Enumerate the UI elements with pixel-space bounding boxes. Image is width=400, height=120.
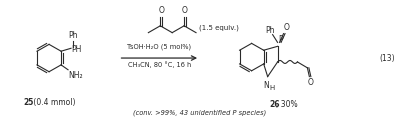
Text: (0.4 mmol): (0.4 mmol) [31, 98, 76, 107]
Text: N: N [263, 81, 268, 90]
Text: , 30%: , 30% [276, 100, 298, 109]
Text: TsOH·H₂O (5 mol%): TsOH·H₂O (5 mol%) [127, 44, 191, 50]
Text: PH: PH [72, 45, 82, 54]
Text: Ph: Ph [266, 26, 275, 35]
Text: H: H [270, 85, 275, 91]
Text: 26: 26 [270, 100, 280, 109]
Text: O: O [158, 6, 164, 15]
Text: O: O [308, 78, 314, 87]
Text: P: P [278, 35, 283, 44]
Text: (1.5 equiv.): (1.5 equiv.) [199, 24, 239, 31]
Text: NH₂: NH₂ [68, 71, 83, 80]
Text: 25: 25 [23, 98, 34, 107]
Text: O: O [284, 23, 290, 32]
Text: O: O [182, 6, 188, 15]
Text: (13): (13) [379, 54, 395, 63]
Text: (conv. >99%, 43 unidentified P species): (conv. >99%, 43 unidentified P species) [133, 109, 267, 116]
Text: Ph: Ph [68, 31, 78, 40]
Text: CH₃CN, 80 °C, 16 h: CH₃CN, 80 °C, 16 h [128, 61, 191, 68]
